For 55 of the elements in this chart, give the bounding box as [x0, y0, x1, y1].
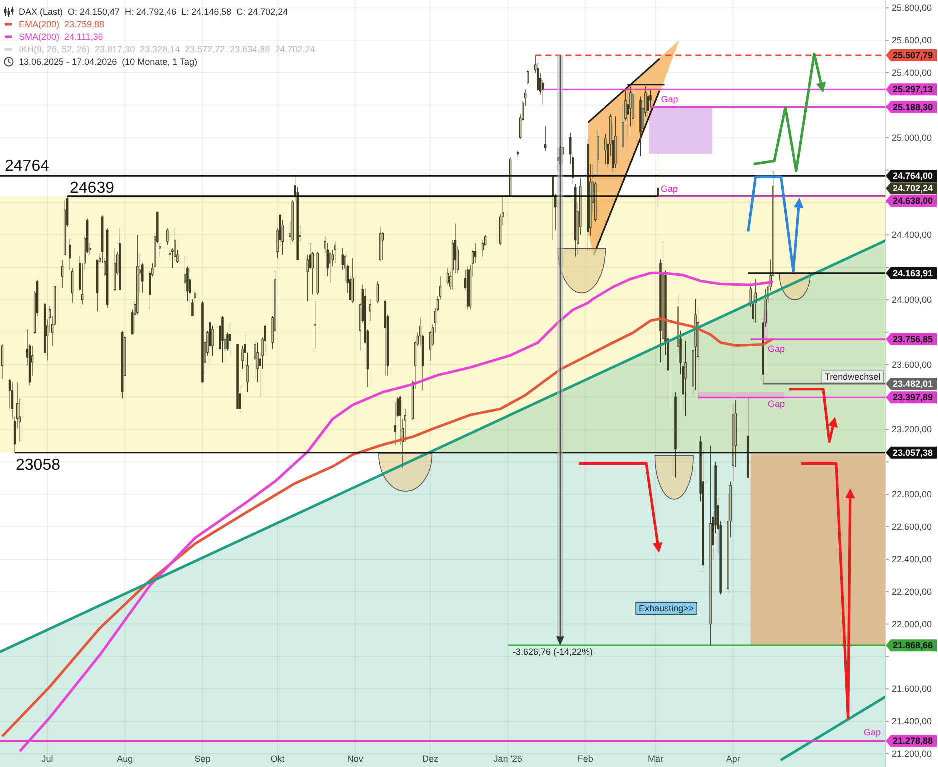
y-tick-label: 22.400,00 — [892, 554, 932, 564]
data-label: 23.756,85 — [893, 334, 934, 344]
data-label: 21.868,66 — [893, 640, 934, 651]
annotation: Gap — [864, 728, 882, 738]
y-tick-label: 22.600,00 — [892, 522, 932, 532]
x-tick-label: Jul — [42, 754, 54, 764]
data-label: 23.057,38 — [893, 448, 934, 458]
annotation: Exhausting>> — [639, 604, 694, 614]
data-label: 25.188,30 — [893, 102, 934, 112]
data-label: 24.638,00 — [893, 196, 934, 206]
data-label: 25.297,13 — [893, 84, 934, 95]
y-tick-label: 22.200,00 — [892, 586, 932, 597]
data-label: 24.163,91 — [893, 268, 934, 278]
data-label: 23.482,01 — [893, 378, 934, 389]
annotation: Gap — [661, 94, 678, 105]
y-tick-label: 25.600,00 — [892, 36, 932, 46]
x-tick-label: Okt — [270, 754, 286, 764]
data-label: 24.764,00 — [893, 171, 934, 182]
y-tick-label: 22.000,00 — [892, 619, 932, 630]
y-tick-label: 21.400,00 — [892, 716, 932, 727]
y-tick-label: 25.000,00 — [892, 132, 932, 143]
legend-label: EMA(200) 23.759,88 — [19, 20, 105, 30]
annotation: Gap — [768, 399, 786, 409]
annotation: 23058 — [16, 457, 61, 474]
annotation: -3.626,76 (-14,22%) — [513, 647, 594, 657]
y-tick-label: 23.200,00 — [892, 424, 932, 435]
y-tick-label: 25.400,00 — [892, 68, 932, 78]
text: 13.06.2025 - 17.04.2026 (10 Monate, 1 Tag) — [19, 57, 198, 67]
annotation: Gap — [768, 344, 786, 354]
annotation: 24639 — [70, 180, 115, 197]
annotation: 24764 — [5, 158, 50, 175]
x-tick-label: Nov — [347, 754, 364, 764]
annotation: Gap — [661, 184, 678, 194]
y-tick-label: 21.600,00 — [892, 684, 932, 694]
data-label: 23.397,89 — [893, 392, 934, 403]
text: DAX (Last) O: 24.150,47 H: 24.792,46 L: 24.146,58 C: 24.702,24 — [19, 7, 288, 17]
y-tick-label: 22.800,00 — [892, 490, 932, 500]
annotation: Trendwechsel — [825, 372, 881, 382]
x-tick-label: Aug — [117, 754, 134, 764]
x-tick-label: Jan '26 — [494, 754, 522, 764]
data-label: 21.278,88 — [893, 736, 934, 746]
y-tick-label: 24.400,00 — [892, 230, 932, 240]
text: 24.702,24 — [893, 184, 934, 194]
annotation: IKH(9, 26, 52, 26) 23.817,30 23.328,14 23.572,72 23.634,89 24.702,24 — [19, 44, 316, 54]
data-label: 25.507,79 — [893, 50, 934, 60]
y-tick-label: 21.200,00 — [892, 749, 932, 760]
x-tick-label: Mär — [648, 754, 664, 764]
y-tick-label: 23.600,00 — [892, 360, 932, 370]
x-tick-label: Apr — [726, 754, 740, 764]
y-tick-label: 24.000,00 — [892, 294, 932, 305]
x-tick-label: Sep — [194, 754, 211, 764]
legend-label: SMA(200) 24.111,36 — [19, 32, 104, 42]
y-tick-label: 25.800,00 — [892, 3, 932, 14]
x-tick-label: Feb — [578, 754, 594, 764]
x-tick-label: Dez — [422, 754, 439, 764]
